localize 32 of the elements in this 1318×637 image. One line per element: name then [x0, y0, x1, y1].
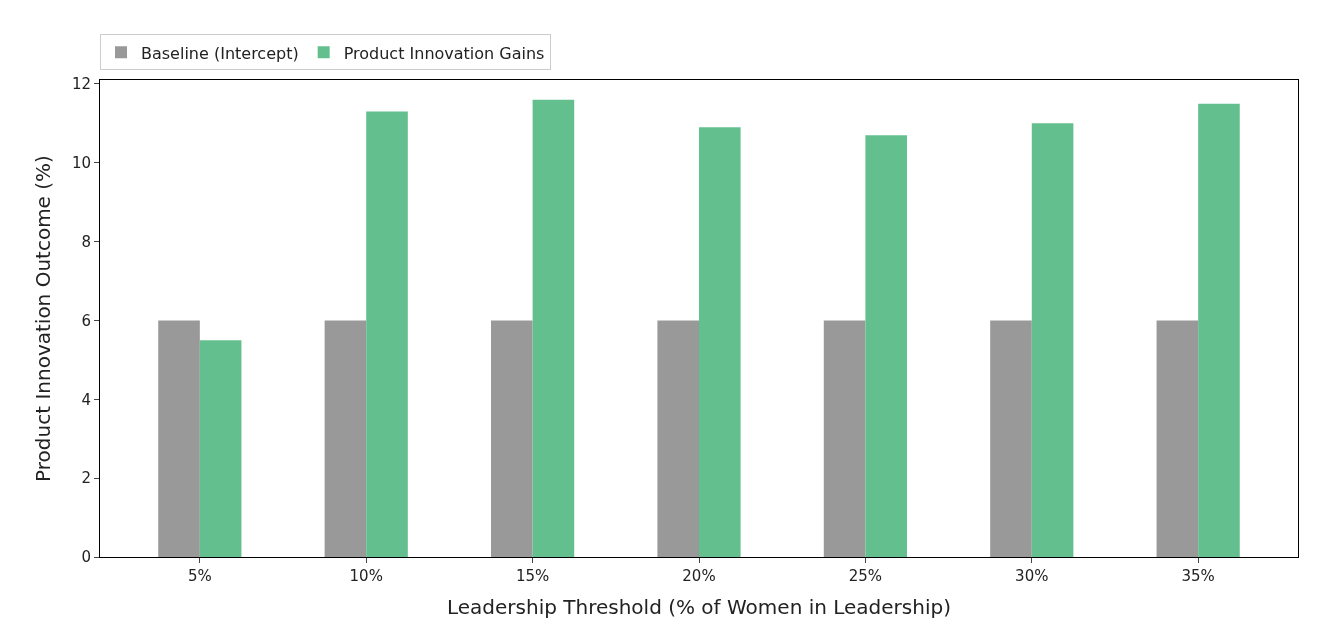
bar — [366, 111, 408, 557]
bar — [199, 340, 242, 557]
bar — [865, 135, 907, 557]
bar — [657, 320, 699, 557]
y-tick-label: 10 — [71, 154, 91, 173]
y-tick-label: 8 — [81, 232, 91, 251]
bar — [823, 320, 866, 557]
x-tick-label: 5% — [187, 567, 212, 585]
x-tick-label: 35% — [1181, 567, 1215, 585]
legend-label: Baseline (Intercept) — [141, 43, 299, 63]
bar — [491, 320, 533, 557]
y-tick-label: 2 — [81, 469, 91, 488]
x-tick-label: 25% — [848, 567, 883, 585]
y-tick-label: 0 — [81, 548, 91, 567]
bar — [699, 127, 741, 557]
x-axis-title: Leadership Threshold (% of Women in Leadership) — [447, 594, 951, 619]
bar — [990, 320, 1032, 557]
bar — [1198, 103, 1240, 557]
y-axis-title: Product Innovation Outcome (%) — [31, 155, 56, 482]
x-tick-label: 20% — [682, 567, 716, 585]
y-tick-label: 6 — [81, 311, 91, 330]
bar — [532, 99, 575, 557]
x-tick-label: 10% — [349, 567, 383, 585]
y-tick-label: 12 — [71, 75, 91, 94]
bar — [324, 320, 367, 557]
x-tick-label: 30% — [1015, 567, 1049, 585]
x-tick-label: 15% — [515, 567, 550, 585]
legend-label: Product Innovation Gains — [343, 43, 545, 63]
bar — [158, 320, 200, 557]
y-tick-label: 4 — [81, 390, 91, 409]
bar — [1031, 123, 1074, 557]
bar — [1156, 320, 1199, 557]
